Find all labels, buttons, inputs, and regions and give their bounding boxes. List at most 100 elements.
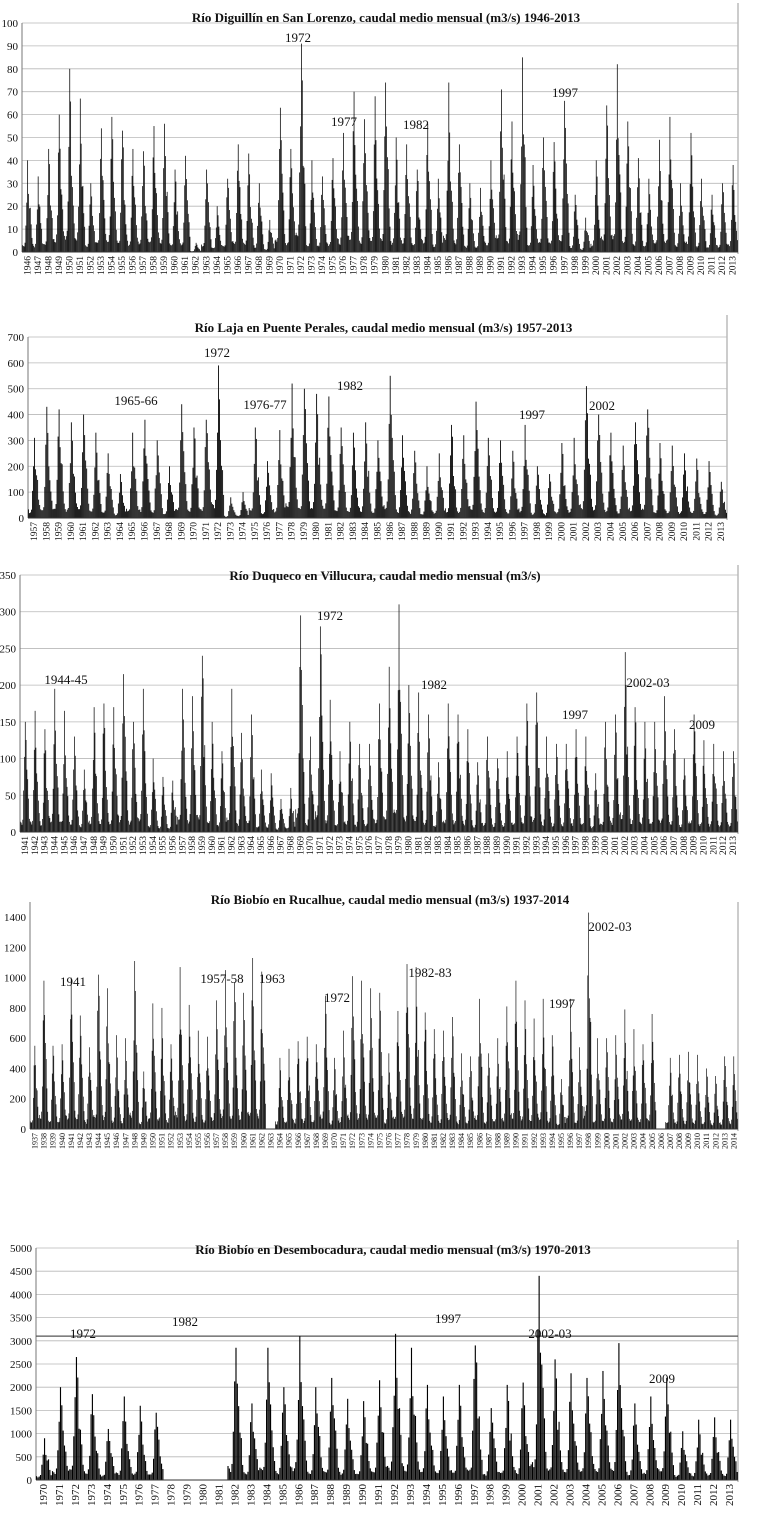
data-bar (442, 242, 444, 252)
data-bar (539, 1119, 541, 1129)
data-bar (636, 217, 637, 252)
data-bar (691, 1475, 693, 1480)
x-tick-label: 1998 (485, 1484, 497, 1507)
data-bar (59, 1118, 61, 1129)
data-bar (63, 1445, 66, 1480)
data-bar (654, 721, 656, 832)
data-bar (483, 824, 485, 832)
data-bar (219, 1109, 221, 1129)
data-bar (608, 491, 610, 518)
data-bar (397, 1010, 399, 1129)
data-bar (352, 976, 353, 1129)
data-bar (488, 455, 490, 518)
data-bar (74, 736, 75, 832)
data-bar (623, 1085, 624, 1129)
data-bar (221, 751, 223, 832)
data-bar (638, 813, 640, 832)
data-bar (507, 513, 509, 518)
data-bar (489, 1087, 491, 1129)
data-bar (450, 455, 451, 518)
data-bar (102, 1115, 104, 1129)
data-bar (449, 1470, 451, 1480)
data-bar (431, 1116, 433, 1129)
data-bar (24, 756, 25, 832)
data-bar (561, 443, 563, 518)
data-bar (273, 806, 274, 832)
data-bar (719, 1122, 721, 1129)
x-tick-label: 1960 (171, 256, 181, 275)
x-tick-label: 2008 (680, 836, 690, 855)
data-bar (63, 231, 64, 252)
data-bar (270, 495, 272, 518)
data-bar (52, 509, 54, 518)
data-bar (172, 226, 174, 252)
data-bar (598, 818, 600, 832)
data-bar (508, 1068, 510, 1129)
data-bar (122, 1123, 123, 1129)
data-bar (454, 1076, 455, 1129)
data-bar (72, 799, 74, 832)
data-bar (449, 1119, 450, 1129)
data-bar (673, 232, 675, 252)
data-bar (408, 1437, 410, 1480)
data-bar (548, 1122, 549, 1129)
data-bar (665, 765, 667, 832)
data-bar (306, 245, 308, 252)
x-tick-label: 2013 (729, 256, 739, 275)
data-bar (568, 512, 570, 518)
data-bar (319, 1116, 321, 1129)
data-bar (368, 1082, 370, 1129)
data-bar (383, 1109, 384, 1129)
data-bar (176, 509, 178, 518)
data-bar (619, 174, 621, 252)
data-bar (669, 1085, 670, 1129)
data-bar (163, 514, 165, 518)
data-bar (630, 1120, 632, 1129)
data-bar (656, 240, 658, 252)
data-bar (606, 511, 608, 518)
data-bar (246, 821, 247, 832)
data-bar (179, 819, 180, 832)
data-bar (682, 497, 683, 518)
data-bar (517, 1047, 518, 1129)
data-bar (75, 1117, 77, 1129)
data-bar (492, 508, 494, 518)
data-bar (378, 457, 380, 518)
data-bar (397, 690, 399, 832)
data-bar (156, 811, 157, 832)
data-bar (203, 757, 205, 832)
data-bar (423, 511, 425, 518)
data-bar (135, 478, 137, 518)
data-bar (246, 1474, 248, 1480)
data-bar (101, 511, 103, 518)
data-bar (687, 1467, 689, 1480)
data-bar (632, 820, 633, 832)
data-bar (541, 1090, 542, 1129)
data-bar (30, 1121, 31, 1129)
data-bar (315, 811, 316, 832)
data-bar (508, 513, 510, 518)
data-bar (500, 1473, 502, 1480)
data-bar (406, 495, 407, 518)
x-tick-label: 1991 (513, 836, 523, 855)
data-bar (629, 1120, 631, 1129)
x-tick-label: 1970 (276, 256, 286, 275)
data-bar (291, 1467, 293, 1480)
data-bar (487, 736, 488, 832)
data-bar (219, 806, 221, 832)
data-bar (98, 995, 100, 1129)
data-bar (495, 807, 497, 832)
data-bar (207, 462, 209, 518)
data-bar (638, 1451, 640, 1480)
data-bar (318, 464, 320, 518)
data-bar (543, 513, 544, 518)
data-bar (491, 497, 493, 518)
data-bar (688, 1472, 690, 1480)
data-bar (341, 446, 343, 518)
data-bar (109, 824, 111, 832)
data-bar (141, 507, 143, 518)
data-bar (683, 1120, 685, 1129)
data-bar (294, 221, 295, 252)
data-bar (467, 229, 469, 252)
x-tick-label: 1976 (365, 836, 375, 855)
